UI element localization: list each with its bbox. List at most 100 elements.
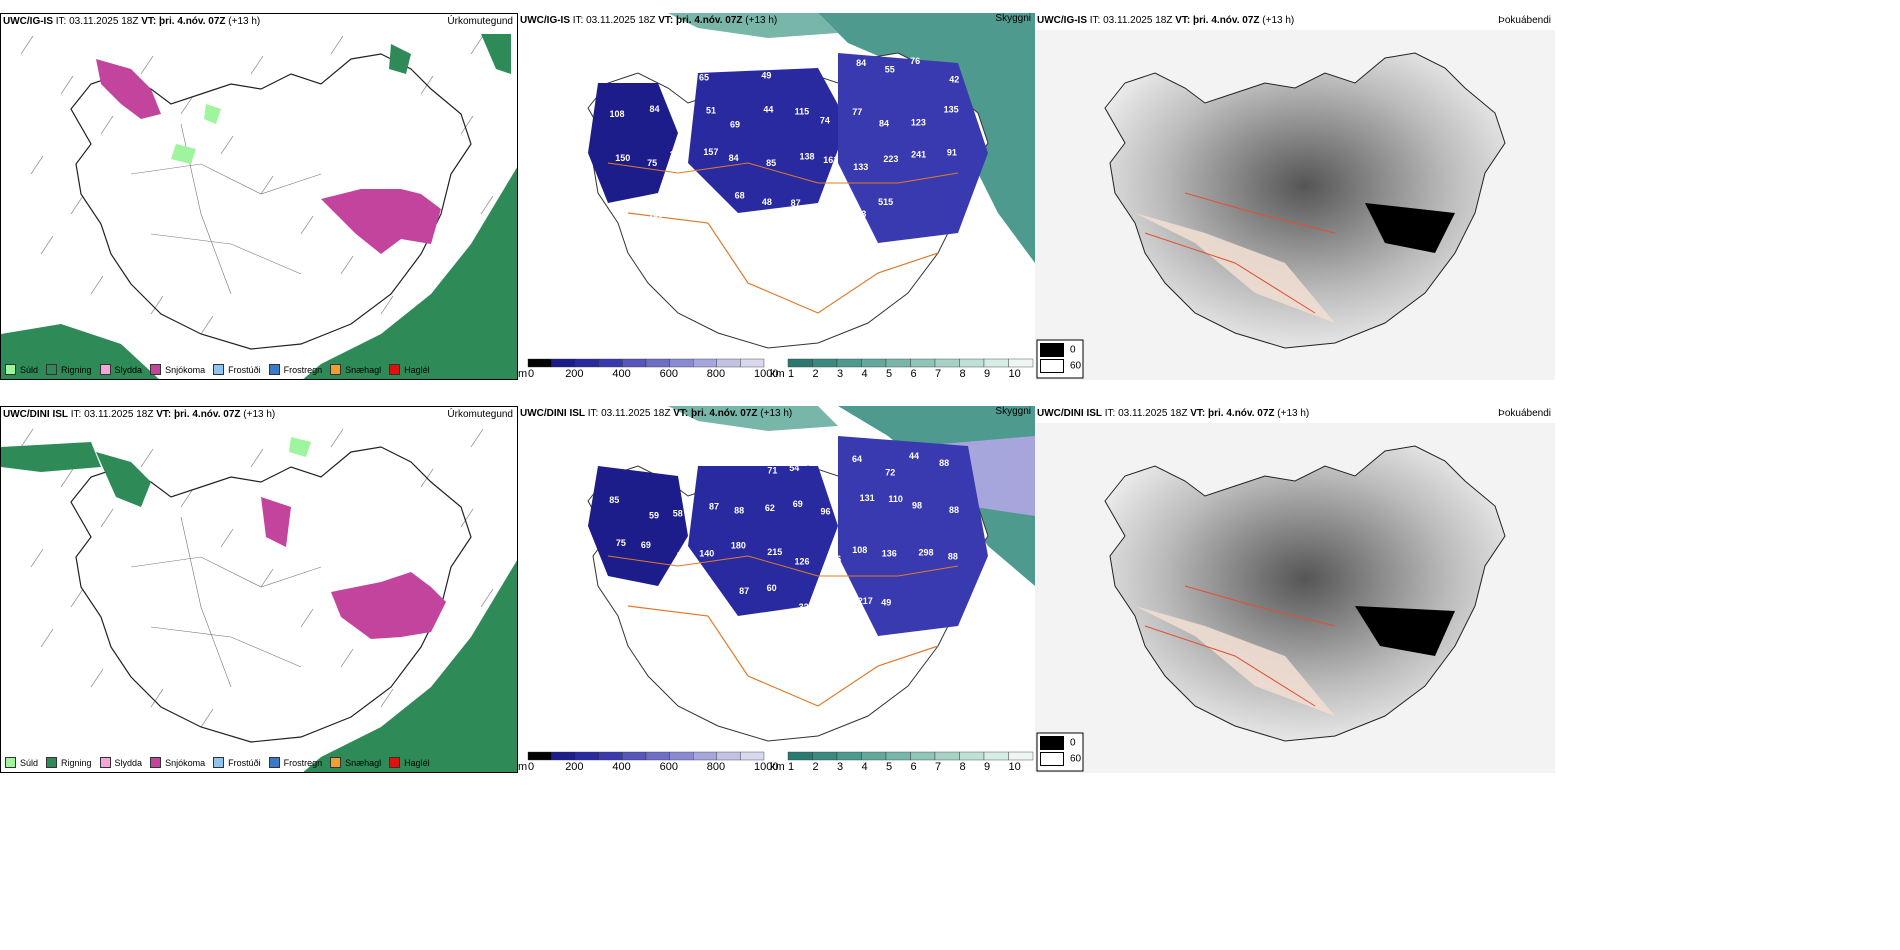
cloud-base-label: 69 bbox=[793, 499, 803, 509]
cloud-base-label: 48 bbox=[649, 459, 659, 469]
colorbar-segment bbox=[959, 751, 985, 761]
cloud-base-label: 241 bbox=[911, 150, 926, 160]
cloud-base-label: 176 bbox=[826, 554, 841, 564]
cloud-base-label: 84 bbox=[729, 153, 739, 163]
cloud-base-label: 131 bbox=[860, 493, 875, 503]
colorbar-tick: 1 bbox=[788, 761, 794, 773]
colorbar-tick: 9 bbox=[984, 761, 990, 773]
precip-legend: Súld Rigning Slydda Snjókoma Frostúði Fr… bbox=[5, 364, 430, 375]
legend-item: Frostúði bbox=[213, 757, 261, 768]
colorbar-segment bbox=[934, 358, 960, 368]
cloud-base-label: 50 bbox=[701, 449, 711, 459]
fog-legend-item: 0 bbox=[1040, 736, 1081, 750]
legend-item: Rigning bbox=[46, 757, 92, 768]
cloud-base-label: 59 bbox=[649, 511, 659, 521]
legend-item: Frostúði bbox=[213, 364, 261, 375]
legend-item: Snjókoma bbox=[150, 757, 205, 768]
colorbar-segment bbox=[740, 358, 765, 368]
cloud-base-label: 64 bbox=[852, 454, 862, 464]
colorbar-tick: 200 bbox=[565, 761, 583, 773]
colorbar-tick: 10 bbox=[1009, 761, 1021, 773]
cloud-base-labels: 65 48 46 50 50 71 54 53 64 72 44 88 85 59 58 87 88 62 69 96… bbox=[609, 449, 959, 612]
cloud-base-labels: 38 52 53 65 59 49 40 53 84 55 76 42 108 84 46 51 69 44 115… bbox=[609, 56, 959, 219]
precip-type-panel-top: UWC/IG-IS IT: 03.11.2025 18Z VT: þri. 4.… bbox=[0, 13, 518, 380]
visibility-colorbar: km 1 2 3 4 5 6 7 8 9 10 bbox=[770, 358, 1034, 380]
colorbar-tick: 3 bbox=[837, 761, 843, 773]
cloud-base-label: 53 bbox=[824, 60, 834, 70]
colorbar-tick: 5 bbox=[886, 368, 892, 380]
colorbar-segment bbox=[1008, 358, 1034, 368]
snow-area bbox=[331, 572, 446, 639]
rain-area bbox=[481, 34, 511, 74]
visibility-panel-top: 38 52 53 65 59 49 40 53 84 55 76 42 108 84 46 51 69 44 115… bbox=[518, 13, 1035, 380]
panel-corner-label: Úrkomutegund bbox=[447, 409, 513, 420]
cloud-base-label: 126 bbox=[795, 556, 810, 566]
colorbar-segment bbox=[716, 358, 741, 368]
colorbar-segment bbox=[669, 358, 694, 368]
cloud-base-label: 77 bbox=[677, 551, 687, 561]
cloud-base-label: 69 bbox=[730, 120, 740, 130]
cloud-base-label: 84 bbox=[649, 104, 659, 114]
cloud-base-label: 228 bbox=[826, 205, 841, 215]
visibility-colorbar: km 1 2 3 4 5 6 7 8 9 10 bbox=[770, 751, 1034, 773]
visibility-map: 38 52 53 65 59 49 40 53 84 55 76 42 108 84 46 51 69 44 115… bbox=[587, 13, 1035, 349]
cloud-base-label: 76 bbox=[910, 56, 920, 66]
cloud-base-label: 56 bbox=[700, 597, 710, 607]
fog-legend-item: 0 bbox=[1040, 343, 1081, 357]
precip-type-map bbox=[1, 428, 517, 772]
colorbar-tick: 8 bbox=[960, 761, 966, 773]
fog-panel-top: UWC/IG-IS IT: 03.11.2025 18Z VT: þri. 4.… bbox=[1035, 13, 1555, 380]
rain-area bbox=[389, 44, 411, 74]
fog-legend-item: 60 bbox=[1040, 752, 1081, 766]
legend-item: Haglél bbox=[389, 757, 430, 768]
cloud-base-label: 58 bbox=[673, 509, 683, 519]
cloud-base-label: 263 bbox=[851, 209, 866, 219]
cloud-base-label: 69 bbox=[641, 540, 651, 550]
cloud-base-label: 51 bbox=[706, 106, 716, 116]
rain-area bbox=[303, 167, 517, 379]
legend-item: Súld bbox=[5, 757, 38, 768]
cloud-base-label: 108 bbox=[609, 109, 624, 119]
cloud-base-label: 136 bbox=[882, 548, 897, 558]
cloudbase-colorbar: m 0 200 400 600 800 1000 bbox=[518, 751, 778, 773]
drizzle-area bbox=[289, 437, 311, 457]
fog-map bbox=[1035, 423, 1555, 773]
visibility-panel-bottom: 65 48 46 50 50 71 54 53 64 72 44 88 85 59 58 87 88 62 69 96… bbox=[518, 406, 1035, 773]
cloud-base-label: 75 bbox=[616, 538, 626, 548]
colorbar-unit: m bbox=[518, 761, 527, 773]
cloud-base-label: 71 bbox=[767, 465, 777, 475]
cloud-base-label: 73 bbox=[611, 205, 621, 215]
cloud-base-label: 87 bbox=[709, 501, 719, 511]
panel-title: UWC/IG-IS IT: 03.11.2025 18Z VT: þri. 4.… bbox=[1037, 15, 1295, 26]
cloud-base-label: 329 bbox=[799, 602, 814, 612]
cloud-base-label: 98 bbox=[912, 501, 922, 511]
colorbar-segment bbox=[598, 358, 623, 368]
cloud-base-label: 85 bbox=[766, 158, 776, 168]
colorbar-tick: 5 bbox=[886, 761, 892, 773]
colorbar-segment bbox=[527, 358, 552, 368]
rain-area bbox=[1, 324, 159, 379]
cloud-base-label: 88 bbox=[949, 505, 959, 515]
colorbar-tick: 3 bbox=[837, 368, 843, 380]
cloud-base-label: 127 bbox=[679, 207, 694, 217]
colorbar-segment bbox=[812, 751, 838, 761]
legend-item: Frostregn bbox=[268, 364, 322, 375]
colorbar-tick: 6 bbox=[911, 761, 917, 773]
iceland-outline bbox=[1104, 52, 1506, 349]
snow-area bbox=[261, 497, 291, 547]
cloud-base-label: 50 bbox=[733, 454, 743, 464]
colorbar-tick: 8 bbox=[960, 368, 966, 380]
cloud-base-label: 134 bbox=[707, 203, 722, 213]
colorbar-tick: 600 bbox=[660, 761, 678, 773]
colorbar-tick: 1 bbox=[788, 368, 794, 380]
cloud-base-label: 85 bbox=[609, 495, 619, 505]
cloud-base-label: 223 bbox=[883, 154, 898, 164]
legend-item: Snæhagl bbox=[330, 757, 381, 768]
colorbar-tick: 10 bbox=[1009, 368, 1021, 380]
cloud-base-label: 65 bbox=[699, 73, 709, 83]
cloud-base-label: 46 bbox=[669, 466, 679, 476]
cloud-base-label: 298 bbox=[823, 599, 838, 609]
snow-area bbox=[321, 189, 441, 254]
cloud-base-label: 44 bbox=[909, 451, 919, 461]
colorbar-tick: 800 bbox=[707, 368, 725, 380]
